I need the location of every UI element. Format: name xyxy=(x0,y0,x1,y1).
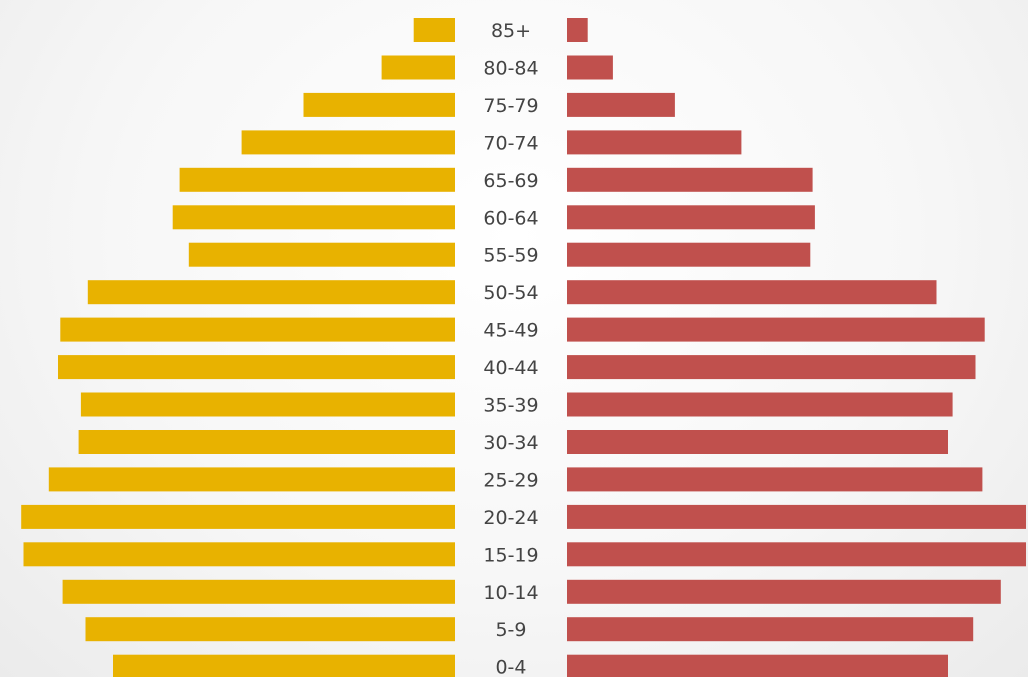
left-bar-10-14 xyxy=(62,579,455,604)
right-bar-25-29 xyxy=(567,467,983,492)
left-bar-35-39 xyxy=(80,392,456,417)
age-group-label: 15-19 xyxy=(483,544,538,566)
right-bar-65-69 xyxy=(567,167,813,192)
right-bar-55-59 xyxy=(567,242,811,267)
age-group-label: 75-79 xyxy=(483,95,538,117)
left-bar-75-79 xyxy=(303,92,455,117)
right-bar-20-24 xyxy=(567,504,1026,529)
left-bar-55-59 xyxy=(188,242,456,267)
age-group-label: 30-34 xyxy=(483,432,538,454)
age-group-label: 50-54 xyxy=(483,282,538,304)
left-bar-20-24 xyxy=(21,504,455,529)
left-bar-60-64 xyxy=(172,205,455,230)
right-bar-70-74 xyxy=(567,130,742,155)
left-bar-25-29 xyxy=(48,467,456,492)
age-group-label: 60-64 xyxy=(483,207,538,229)
left-bar-30-34 xyxy=(78,430,455,454)
age-group-label: 25-29 xyxy=(483,469,538,491)
right-bar-75-79 xyxy=(567,92,675,117)
left-bar-0-4 xyxy=(113,654,455,677)
right-bar-15-19 xyxy=(567,542,1026,567)
age-group-label: 80-84 xyxy=(483,58,538,80)
left-bar-45-49 xyxy=(60,317,456,342)
age-group-label: 10-14 xyxy=(483,582,538,604)
right-bar-45-49 xyxy=(567,317,985,342)
age-group-label: 20-24 xyxy=(483,507,538,529)
left-bar-40-44 xyxy=(58,355,455,380)
age-group-label: 45-49 xyxy=(483,320,538,342)
right-bar-5-9 xyxy=(567,617,974,642)
right-bar-85+ xyxy=(567,18,588,42)
age-group-label: 5-9 xyxy=(495,619,526,641)
right-bar-0-4 xyxy=(567,654,948,677)
right-bar-30-34 xyxy=(567,430,948,454)
age-group-label: 0-4 xyxy=(495,657,526,677)
left-bar-50-54 xyxy=(87,280,456,305)
left-bar-80-84 xyxy=(381,55,455,80)
age-group-label: 70-74 xyxy=(483,132,538,154)
right-bar-80-84 xyxy=(567,55,613,80)
right-bar-35-39 xyxy=(567,392,953,417)
right-bar-40-44 xyxy=(567,355,976,380)
left-bar-70-74 xyxy=(241,130,455,155)
left-bar-5-9 xyxy=(85,617,455,642)
right-bar-50-54 xyxy=(567,280,937,305)
left-bar-85+ xyxy=(413,18,455,42)
right-bar-10-14 xyxy=(567,579,1001,604)
left-bar-15-19 xyxy=(23,542,455,567)
left-bar-65-69 xyxy=(179,167,455,192)
age-group-label: 65-69 xyxy=(483,170,538,192)
age-group-label: 40-44 xyxy=(483,357,538,379)
right-bar-60-64 xyxy=(567,205,815,230)
age-group-label: 55-59 xyxy=(483,245,538,267)
age-group-label: 35-39 xyxy=(483,395,538,417)
age-group-label: 85+ xyxy=(491,20,531,42)
